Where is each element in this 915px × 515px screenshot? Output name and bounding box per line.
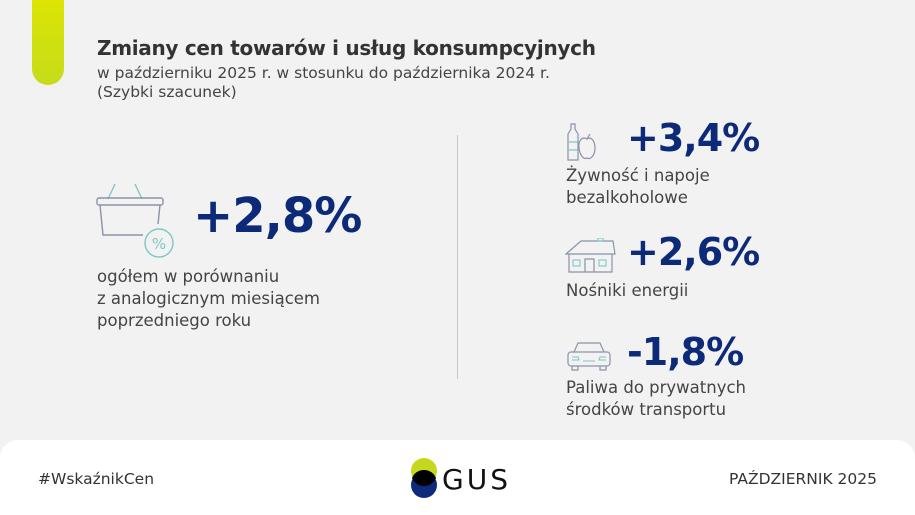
bottle-apple-icon [567, 123, 596, 161]
overall-desc-line: poprzedniego roku [97, 311, 252, 330]
food-label: bezalkoholowe [566, 188, 688, 207]
overall-value: +2,8% [193, 188, 362, 244]
gus-logo-text: GUS [442, 463, 511, 496]
energy-label: Nośniki energii [566, 281, 689, 300]
fuel-label: środków transportu [566, 400, 727, 419]
gus-logo-icon [411, 458, 437, 498]
svg-text:%: % [152, 235, 166, 253]
house-icon [565, 238, 616, 273]
overall-desc-line: ogółem w porównaniu [97, 267, 280, 286]
footer [0, 440, 915, 515]
report-date: PAŹDZIERNIK 2025 [729, 470, 877, 488]
fuel-value: -1,8% [627, 330, 744, 374]
page-subtitle: w październiku 2025 r. w stosunku do paź… [97, 64, 550, 82]
car-icon [567, 342, 611, 371]
food-value: +3,4% [627, 116, 760, 160]
page-title: Zmiany cen towarów i usług konsumpcyjnyc… [97, 36, 596, 60]
divider [457, 135, 458, 379]
fuel-label: Paliwa do prywatnych [566, 378, 747, 397]
hashtag: #WskaźnikCen [38, 470, 155, 488]
basket-percent-icon: % [96, 183, 174, 258]
energy-value: +2,6% [627, 230, 760, 274]
overall-desc-line: z analogicznym miesiącem [97, 289, 320, 308]
food-label: Żywność i napoje [566, 166, 710, 185]
estimate-note: (Szybki szacunek) [97, 83, 237, 101]
accent-bar [32, 0, 64, 85]
